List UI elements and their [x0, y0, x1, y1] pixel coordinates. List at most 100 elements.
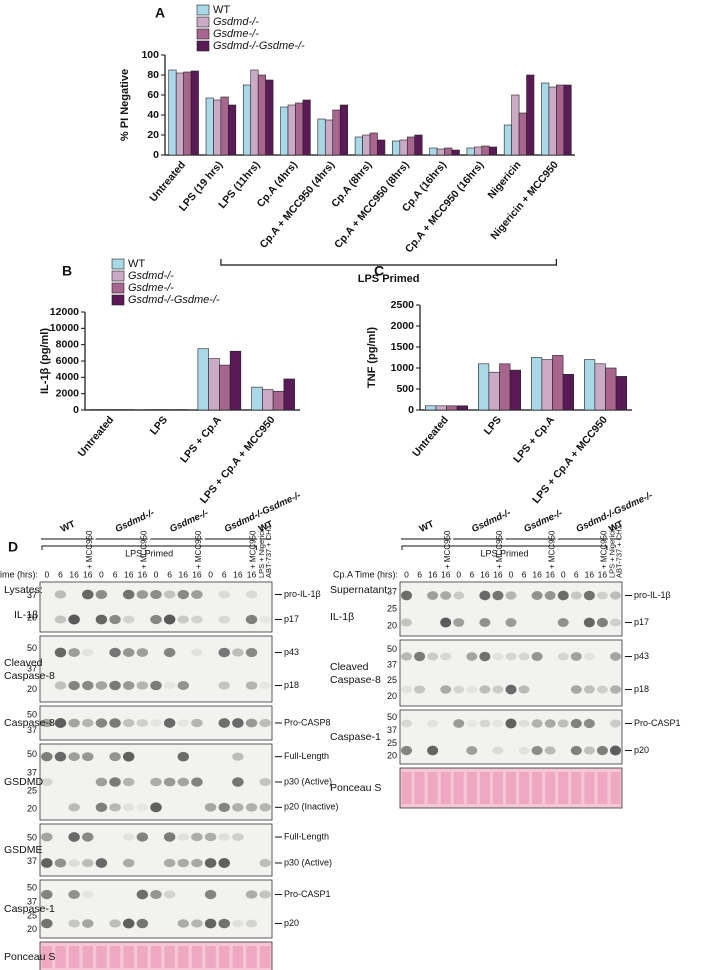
band-label: p43 — [284, 647, 299, 657]
lane-stain — [41, 946, 53, 968]
y-tick-label: 4000 — [56, 371, 80, 383]
band-signal — [218, 918, 230, 929]
band-signal — [259, 890, 271, 899]
lane-stain — [96, 946, 107, 968]
blot-heading: Lysates: — [4, 584, 43, 596]
y-tick-label: 8000 — [56, 338, 80, 350]
bar — [362, 134, 371, 156]
x-tick-label: LPS + Cp.A — [178, 414, 224, 466]
y-tick-label: 0 — [73, 404, 79, 416]
y-tick-label: 0 — [153, 149, 159, 161]
blot-name: Caspase-1 — [330, 731, 381, 743]
time-label: 16 — [532, 569, 542, 579]
mw-marker: 20 — [387, 620, 397, 630]
blot — [39, 635, 273, 703]
band-signal — [518, 719, 530, 728]
treatment-label: + MCC950 — [139, 530, 148, 569]
lane-stain — [466, 772, 477, 804]
band-signal — [82, 752, 94, 762]
band-signal — [232, 919, 244, 928]
band-signal — [82, 919, 94, 928]
time-label: 6 — [574, 569, 579, 579]
bar — [369, 132, 378, 156]
band-signal — [479, 651, 491, 662]
legend-label: WT — [213, 4, 230, 16]
band-signal — [492, 590, 504, 601]
band-signal — [414, 651, 426, 662]
band-signal — [68, 648, 80, 657]
band-signal — [596, 745, 608, 756]
genotype-label: WT — [59, 519, 77, 535]
bar — [556, 84, 565, 156]
lane-stain — [532, 772, 543, 804]
band-signal — [68, 718, 80, 728]
band-label: p43 — [634, 651, 649, 661]
band-signal — [191, 615, 203, 624]
band-signal — [583, 718, 595, 729]
band-label: pro-IL-1β — [634, 590, 671, 600]
band-signal — [259, 718, 271, 728]
band-label: p17 — [634, 617, 649, 627]
band-signal — [136, 832, 149, 842]
primed-label: LPS Primed — [125, 548, 173, 558]
band-signal — [570, 591, 582, 600]
lane-stain — [123, 946, 134, 968]
bar — [488, 146, 498, 156]
bar — [250, 69, 259, 156]
band-signal — [557, 719, 569, 728]
band-signal — [191, 858, 203, 868]
band-signal — [177, 719, 190, 727]
band-label: Full-Length — [284, 751, 329, 761]
band-signal — [204, 858, 217, 868]
mw-marker: 50 — [387, 712, 397, 722]
band-signal — [453, 719, 465, 728]
bar — [518, 112, 527, 156]
x-tick-label: Untreated — [410, 414, 451, 459]
band-label: p20 (Inactive) — [284, 802, 339, 812]
band-signal — [466, 652, 478, 661]
time-axis-label: Cp.A Time (hrs): — [333, 569, 398, 579]
band-signal — [609, 745, 621, 756]
blot — [399, 581, 623, 637]
mw-marker: 20 — [387, 751, 397, 761]
time-label: 6 — [522, 569, 527, 579]
band-signal — [54, 751, 67, 762]
band-signal — [453, 618, 465, 627]
blot — [399, 639, 623, 707]
treatment-label: + MCC950 — [249, 530, 258, 569]
treatment-label: + MCC950 — [600, 530, 609, 569]
lane-stain — [246, 946, 257, 968]
time-label: 16 — [83, 569, 93, 579]
bar — [295, 102, 304, 156]
lane-stain — [597, 772, 608, 804]
band-signal — [232, 648, 244, 657]
bar — [552, 355, 564, 411]
genotype-label: Gsdmd-/- — [470, 507, 512, 535]
band-signal — [259, 803, 271, 812]
lane-stain — [137, 946, 148, 968]
bar — [283, 378, 295, 411]
band-signal — [109, 647, 121, 658]
band-signal — [191, 832, 203, 842]
y-tick-label: 0 — [408, 404, 414, 416]
band-signal — [177, 858, 190, 868]
lane-stain — [610, 772, 621, 804]
band-signal — [150, 890, 162, 899]
bar — [456, 405, 469, 411]
band-signal — [191, 919, 203, 928]
y-axis-label: % PI Negative — [119, 69, 131, 141]
time-label: 16 — [598, 569, 608, 579]
bar — [605, 367, 617, 411]
band-signal — [95, 858, 108, 868]
bar — [302, 99, 311, 156]
band-signal — [544, 719, 556, 728]
mw-marker: 25 — [27, 785, 37, 795]
time-label: 0 — [44, 569, 49, 579]
y-tick-label: 12000 — [50, 306, 79, 318]
band-signal — [109, 777, 121, 787]
mw-marker: 25 — [387, 738, 397, 748]
bar — [168, 69, 177, 156]
band-signal — [122, 718, 135, 728]
band-label: p20 — [284, 918, 299, 928]
